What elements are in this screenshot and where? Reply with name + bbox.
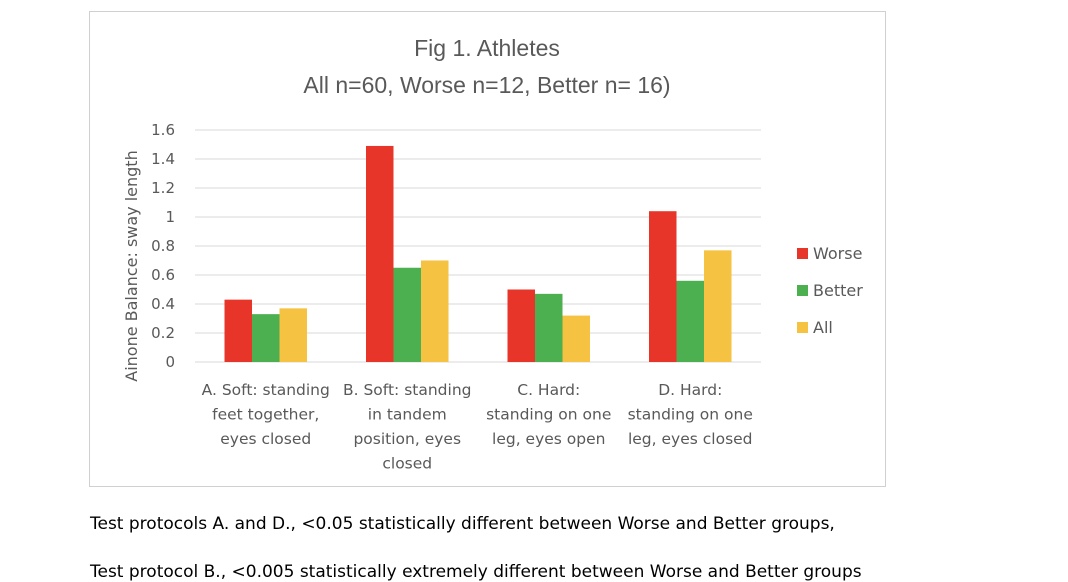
y-tick-label: 1.6 bbox=[151, 121, 175, 139]
note-line-1: Test protocols A. and D., <0.05 statisti… bbox=[90, 514, 835, 534]
x-category-label: standing on one bbox=[628, 406, 753, 424]
bar-all-2 bbox=[562, 315, 590, 362]
y-tick-label: 1 bbox=[165, 208, 175, 226]
x-category-labels: A. Soft: standing feet together, eyes clos… bbox=[202, 381, 753, 473]
bar-better-0 bbox=[252, 314, 280, 362]
bar-worse-0 bbox=[224, 299, 252, 362]
x-category-label: C. Hard: bbox=[517, 381, 580, 399]
legend: Worse Better All bbox=[797, 244, 863, 337]
y-tick-labels: 0 0.2 0.4 0.6 0.8 1 1.2 1.4 1.6 bbox=[151, 121, 175, 371]
bar-better-2 bbox=[535, 293, 563, 362]
chart-frame bbox=[89, 11, 886, 487]
bar-worse-3 bbox=[649, 211, 677, 362]
x-category-label: eyes closed bbox=[220, 430, 311, 448]
x-category-label: feet together, bbox=[212, 406, 319, 424]
bar-better-1 bbox=[393, 267, 421, 362]
legend-swatch-worse bbox=[797, 248, 808, 259]
chart-subtitle: All n=60, Worse n=12, Better n= 16) bbox=[303, 72, 670, 98]
x-category-label: position, eyes bbox=[353, 430, 461, 448]
bars bbox=[224, 145, 732, 362]
legend-label-worse: Worse bbox=[813, 244, 862, 263]
y-tick-label: 0.4 bbox=[151, 295, 175, 313]
legend-label-all: All bbox=[813, 318, 833, 337]
y-axis-label: Ainone Balance: sway length bbox=[122, 150, 141, 381]
bar-all-0 bbox=[279, 308, 307, 362]
x-category-label: B. Soft: standing bbox=[343, 381, 472, 399]
y-tick-label: 0.2 bbox=[151, 324, 175, 342]
legend-label-better: Better bbox=[813, 281, 863, 300]
x-category-label: in tandem bbox=[368, 406, 447, 424]
x-category-label: A. Soft: standing bbox=[202, 381, 330, 399]
bar-worse-2 bbox=[507, 289, 535, 362]
chart-title: Fig 1. Athletes bbox=[414, 35, 560, 61]
y-tick-label: 0.6 bbox=[151, 266, 175, 284]
x-category-label: D. Hard: bbox=[658, 381, 722, 399]
y-tick-label: 0 bbox=[165, 353, 175, 371]
chart-text: Fig 1. Athletes All n=60, Worse n=12, Be… bbox=[122, 35, 671, 382]
y-tick-label: 0.8 bbox=[151, 237, 175, 255]
x-category-label: leg, eyes closed bbox=[628, 430, 753, 448]
bar-all-1 bbox=[421, 260, 449, 362]
bar-all-3 bbox=[704, 250, 732, 362]
legend-swatch-better bbox=[797, 285, 808, 296]
legend-swatch-all bbox=[797, 322, 808, 333]
note-line-2: Test protocol B., <0.005 statistically e… bbox=[90, 562, 862, 582]
x-category-label: closed bbox=[382, 455, 432, 473]
x-category-label: standing on one bbox=[486, 406, 611, 424]
x-category-label: leg, eyes open bbox=[492, 430, 605, 448]
y-tick-label: 1.4 bbox=[151, 150, 175, 168]
bar-better-3 bbox=[676, 280, 704, 362]
bar-worse-1 bbox=[366, 145, 394, 362]
y-tick-label: 1.2 bbox=[151, 179, 175, 197]
